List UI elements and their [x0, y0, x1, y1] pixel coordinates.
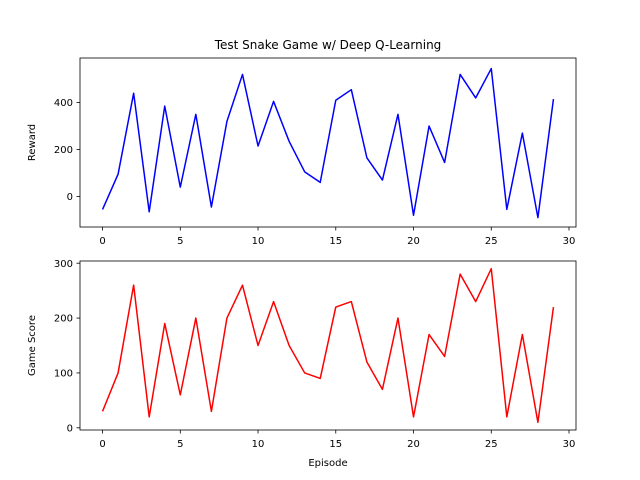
x-tick-label: 10: [252, 236, 265, 247]
x-tick-label: 10: [252, 439, 265, 450]
x-tick-label: 20: [407, 439, 420, 450]
axes-frame-2: [79, 260, 577, 431]
x-tick-label: 30: [563, 439, 576, 450]
y-axis-label: Game Score: [27, 315, 38, 376]
axes-frame-1: [79, 57, 577, 228]
y-tick-label: 0: [67, 192, 73, 203]
x-tick-label: 25: [485, 236, 498, 247]
x-tick-label: 20: [407, 236, 420, 247]
y-tick-label: 400: [54, 98, 73, 109]
x-tick-label: 5: [177, 439, 183, 450]
y-axis-label: Reward: [27, 124, 38, 161]
x-tick-label: 15: [329, 439, 342, 450]
x-tick-label: 0: [99, 439, 105, 450]
x-axis-label: Episode: [308, 458, 347, 469]
x-tick-label: 5: [177, 236, 183, 247]
series-line-2-1: [101, 267, 555, 424]
y-tick-label: 200: [54, 314, 73, 325]
y-tick-label: 200: [54, 145, 73, 156]
x-tick-label: 15: [329, 236, 342, 247]
y-tick-label: 0: [67, 423, 73, 434]
subplot-1: 0 5 10 15 20 25 30 0 200 400 Reward Test Snake Game…: [27, 38, 577, 247]
series-line-1-1: [101, 67, 555, 219]
x-tick-label: 25: [485, 439, 498, 450]
y-tick-label: 100: [54, 369, 73, 380]
y-tick-label: 300: [54, 259, 73, 270]
x-tick-label: 0: [99, 236, 105, 247]
x-tick-label: 30: [563, 236, 576, 247]
chart-title: Test Snake Game w/ Deep Q-Learning: [214, 38, 442, 52]
